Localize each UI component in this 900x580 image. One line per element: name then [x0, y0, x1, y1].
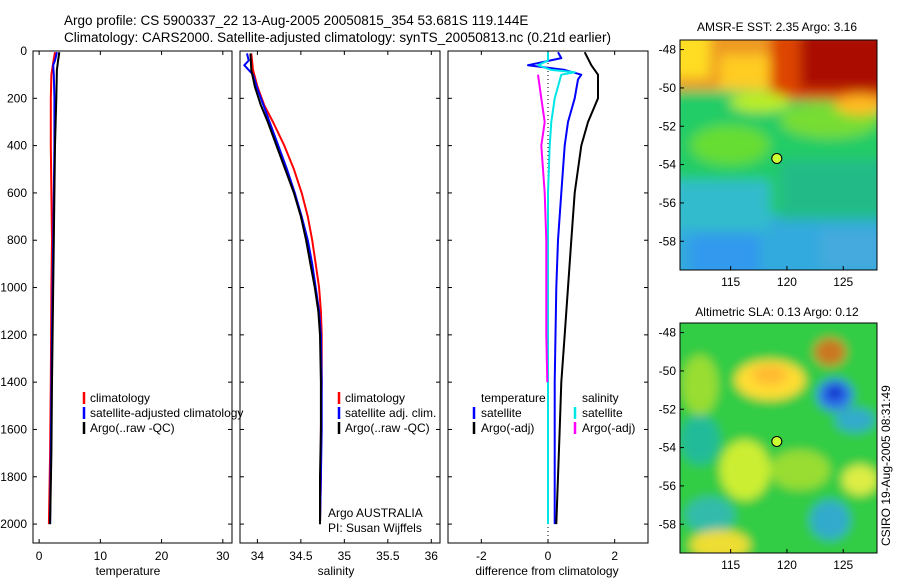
- series-line: [527, 51, 583, 525]
- depth-tick-label: 1600: [0, 422, 27, 436]
- sst-heatmap: [680, 40, 877, 270]
- x-tick-label: 35: [338, 549, 352, 563]
- depth-tick-label: 0: [20, 44, 27, 58]
- legend-title-temperature: temperature: [481, 391, 546, 405]
- map-y-tick-label: -52: [659, 119, 677, 133]
- difference-axis-label: difference from climatology: [475, 564, 618, 578]
- salinity-axis-label: salinity: [318, 564, 355, 578]
- sst-argo-marker: [771, 152, 783, 164]
- x-tick-label: 20: [155, 549, 169, 563]
- x-tick-label: 36: [425, 549, 439, 563]
- annotation-argo-australia: Argo AUSTRALIA: [328, 506, 423, 520]
- temperature-axis-label: temperature: [96, 564, 161, 578]
- header-line-1: Argo profile: CS 5900337_22 13-Aug-2005 …: [64, 13, 528, 28]
- salinity-legend: climatology satellite adj. clim. Argo(..…: [337, 391, 436, 435]
- salinity-panel-frame: [239, 50, 441, 544]
- x-tick-label: 34: [251, 549, 265, 563]
- temperature-panel-frame: [32, 50, 233, 544]
- x-tick-label: 34.5: [289, 549, 313, 563]
- legend-argo-raw: Argo(..raw -QC): [345, 421, 430, 435]
- map-y-tick-label: -58: [659, 517, 677, 531]
- map-x-tick-label: 115: [721, 275, 740, 289]
- legend-satellite-adj: satellite adj. clim.: [345, 406, 436, 420]
- sla-map-title: Altimetric SLA: 0.13 Argo: 0.12: [695, 305, 859, 319]
- map-y-tick-label: -48: [659, 43, 677, 57]
- legend-sal-satellite: satellite: [582, 406, 623, 420]
- difference-panel: -2 0 2: [476, 51, 618, 563]
- map-x-tick-label: 125: [833, 275, 853, 289]
- series-line: [250, 53, 323, 525]
- legend-sal-argo: Argo(-adj): [582, 421, 635, 435]
- legend-satellite-adjusted: satellite-adjusted climatology: [90, 406, 243, 420]
- sla-map-axes: 115 120 125 -48 -50 -52 -54 -56 -58: [659, 326, 854, 572]
- map-y-tick-label: -54: [659, 158, 677, 172]
- temperature-panel: 0 10 20 30: [36, 51, 230, 563]
- depth-tick-label: 1200: [0, 328, 27, 342]
- depth-tick-label: 600: [7, 186, 27, 200]
- map-y-tick-label: -56: [659, 479, 677, 493]
- legend-temp-argo: Argo(-adj): [481, 421, 534, 435]
- depth-tick-label: 1800: [0, 470, 27, 484]
- header-line-2: Climatology: CARS2000. Satellite-adjuste…: [64, 30, 611, 45]
- x-tick-label: 10: [94, 549, 108, 563]
- depth-tick-label: 1000: [0, 281, 27, 295]
- map-y-tick-label: -54: [659, 441, 677, 455]
- map-y-tick-label: -48: [659, 326, 677, 340]
- legend-climatology: climatology: [90, 391, 150, 405]
- temperature-legend: climatology satellite-adjusted climatolo…: [82, 391, 243, 435]
- sst-map-title: AMSR-E SST: 2.35 Argo: 3.16: [697, 20, 857, 34]
- sst-map-axes: 115 120 125 -48 -50 -52 -54 -56 -58: [659, 43, 854, 289]
- series-line: [49, 52, 61, 525]
- x-tick-label: 2: [611, 549, 618, 563]
- legend-climatology: climatology: [345, 391, 405, 405]
- map-y-tick-label: -58: [659, 234, 677, 248]
- map-y-tick-label: -50: [659, 81, 677, 95]
- sla-map-frame: [679, 322, 878, 554]
- series-line: [249, 53, 322, 525]
- series-line: [537, 52, 576, 525]
- depth-tick-label: 1400: [0, 375, 27, 389]
- series-line: [555, 51, 599, 525]
- depth-axis: 0 200 400 600 800 1000 1200 1400 1600 1800 2000: [0, 44, 648, 531]
- legend-argo-raw: Argo(..raw -QC): [90, 421, 175, 435]
- depth-tick-label: 800: [7, 233, 27, 247]
- sla-argo-marker: [771, 435, 783, 447]
- series-line: [537, 74, 549, 383]
- x-tick-label: 35.5: [376, 549, 400, 563]
- map-y-tick-label: -52: [659, 402, 677, 416]
- series-line: [243, 53, 323, 525]
- map-x-tick-label: 115: [721, 558, 740, 572]
- depth-tick-label: 400: [7, 139, 27, 153]
- sst-map-frame: [679, 39, 878, 271]
- difference-legend: temperature satellite Argo(-adj) salinit…: [472, 391, 635, 435]
- x-tick-label: 30: [216, 549, 230, 563]
- legend-temp-satellite: satellite: [481, 406, 522, 420]
- map-y-tick-label: -56: [659, 196, 677, 210]
- x-tick-label: 0: [545, 549, 552, 563]
- map-y-tick-label: -50: [659, 364, 677, 378]
- map-x-tick-label: 120: [777, 275, 797, 289]
- salinity-panel: 34 34.5 35 35.5 36: [243, 51, 439, 563]
- x-tick-label: 0: [36, 549, 43, 563]
- x-tick-label: -2: [476, 549, 487, 563]
- depth-tick-label: 200: [7, 91, 27, 105]
- side-timestamp-label: CSIRO 19-Aug-2005 08:31:49: [879, 385, 893, 546]
- annotation-pi: PI: Susan Wijffels: [328, 521, 422, 535]
- map-x-tick-label: 120: [777, 558, 797, 572]
- depth-tick-label: 2000: [0, 517, 27, 531]
- legend-title-salinity: salinity: [582, 391, 619, 405]
- map-x-tick-label: 125: [833, 558, 853, 572]
